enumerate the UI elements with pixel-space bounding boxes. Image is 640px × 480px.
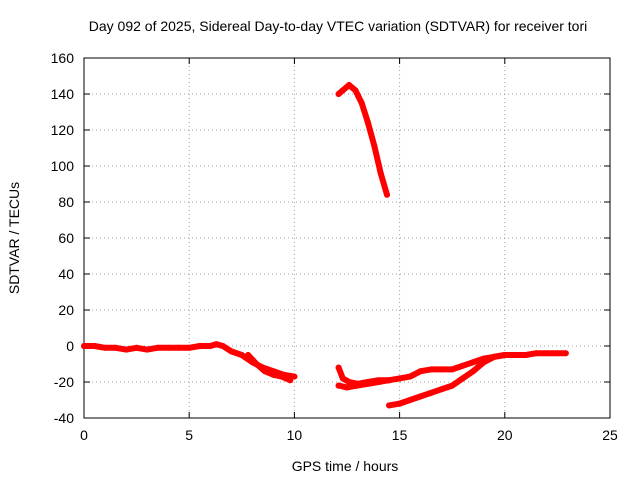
data-point (417, 368, 424, 375)
data-point (175, 344, 182, 351)
y-tick-label: 0 (66, 338, 74, 354)
data-point (543, 350, 550, 357)
x-tick-label: 5 (185, 427, 193, 443)
data-point (219, 343, 226, 349)
data-point (365, 119, 371, 126)
data-point (562, 350, 569, 357)
data-point (245, 352, 252, 358)
data-point (407, 373, 414, 380)
data-point (228, 348, 235, 355)
data-point (81, 343, 87, 349)
data-point (346, 82, 353, 88)
data-point (396, 400, 403, 407)
data-point (102, 344, 108, 351)
data-point (354, 382, 361, 389)
data-point (438, 366, 445, 373)
data-point (335, 91, 342, 97)
x-tick-label: 10 (287, 427, 303, 443)
data-point (480, 359, 487, 366)
data-point (358, 100, 365, 106)
data-point (165, 344, 172, 351)
data-point (196, 343, 203, 349)
data-point (449, 382, 456, 389)
data-point (470, 359, 477, 366)
data-point (270, 371, 277, 378)
data-point (186, 344, 193, 351)
chart-title: Day 092 of 2025, Sidereal Day-to-day VTE… (89, 18, 588, 34)
axis-ticks: 0 5 10 15 20 25 -40 -20 0 20 40 60 80 100 120 140 160 (51, 50, 618, 443)
data-point (335, 364, 342, 371)
data-point (339, 87, 346, 94)
data-point (449, 366, 456, 373)
data-point (278, 373, 285, 380)
data-point (501, 352, 508, 358)
data-point (438, 386, 445, 393)
x-tick-label: 20 (497, 427, 513, 443)
data-point (144, 346, 151, 353)
data-point (253, 361, 260, 367)
y-tick-label: 120 (51, 122, 75, 138)
data-point (261, 368, 268, 375)
data-point (133, 344, 140, 351)
data-point (377, 170, 384, 177)
x-tick-label: 15 (392, 427, 408, 443)
data-point (375, 379, 382, 385)
data-point (154, 344, 161, 351)
plot-frame (83, 57, 611, 419)
data-point (428, 389, 435, 396)
data-point (238, 352, 245, 358)
data-point (512, 352, 519, 358)
y-axis-label: SDTVAR / TECUs (6, 182, 22, 294)
data-point (386, 377, 393, 384)
y-tick-label: -20 (54, 374, 74, 390)
y-tick-label: 80 (58, 194, 74, 210)
data-point (335, 382, 342, 389)
data-point (417, 393, 424, 400)
y-tick-label: 60 (58, 230, 74, 246)
data-point (123, 346, 130, 353)
data-point (352, 87, 359, 94)
data-point (112, 344, 119, 351)
data-point (396, 375, 403, 382)
y-tick-label: 20 (58, 302, 74, 318)
data-point (207, 343, 214, 349)
data-point (554, 350, 561, 357)
data-point (459, 362, 466, 369)
y-tick-label: 100 (51, 158, 75, 174)
y-tick-label: 40 (58, 266, 74, 282)
x-tick-label: 25 (602, 427, 618, 443)
x-axis-label: GPS time / hours (292, 458, 399, 474)
data-point (384, 191, 390, 198)
grid-lines (84, 58, 610, 418)
data-point (470, 368, 477, 375)
data-point (522, 352, 529, 358)
data-series (81, 82, 569, 409)
data-point (213, 341, 220, 348)
y-tick-label: -40 (54, 410, 74, 426)
data-point (428, 366, 435, 373)
data-point (459, 375, 466, 382)
data-point (291, 373, 298, 380)
data-point (91, 343, 98, 349)
data-point (344, 384, 350, 391)
x-tick-label: 0 (80, 427, 88, 443)
data-point (287, 377, 294, 384)
y-tick-label: 140 (51, 86, 75, 102)
data-point (491, 353, 498, 360)
data-point (346, 379, 353, 385)
data-point (533, 350, 540, 357)
y-tick-label: 160 (51, 50, 75, 66)
data-point (365, 380, 371, 387)
data-point (407, 397, 414, 403)
data-point (371, 143, 378, 150)
data-point (339, 375, 346, 382)
data-point (386, 402, 393, 409)
